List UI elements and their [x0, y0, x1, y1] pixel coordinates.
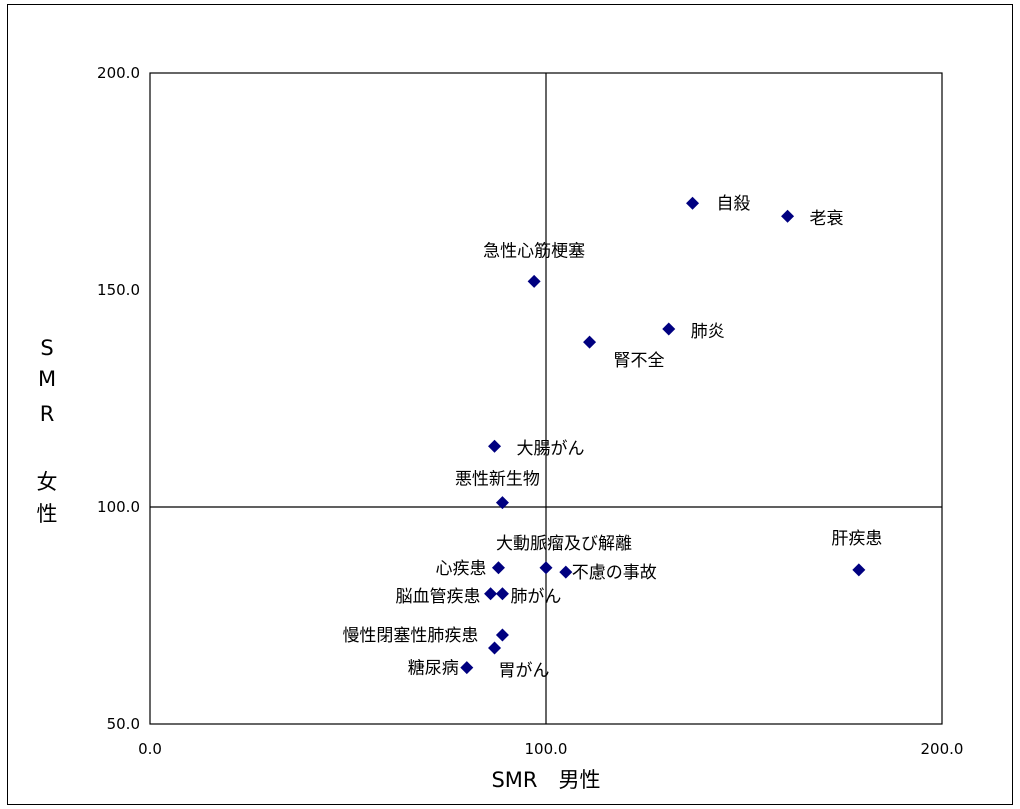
- y-tick-label: 100.0: [97, 498, 140, 516]
- y-tick-label: 50.0: [107, 715, 140, 733]
- data-point-marker: [852, 563, 866, 577]
- data-point-marker: [662, 322, 676, 336]
- y-axis-title-char: S: [40, 336, 53, 360]
- data-point-label: 大腸がん: [517, 439, 585, 459]
- data-point-label: 悪性新生物: [455, 470, 540, 490]
- data-point-label: 肺がん: [510, 587, 561, 607]
- data-point-marker: [583, 335, 597, 349]
- data-point-label: 不慮の事故: [572, 563, 657, 583]
- data-point-marker: [495, 496, 509, 510]
- data-point-marker: [495, 628, 509, 642]
- data-point-marker: [686, 196, 700, 210]
- data-point-marker: [460, 661, 474, 675]
- data-point-label: 腎不全: [614, 351, 665, 371]
- data-point-marker: [484, 587, 498, 601]
- y-axis-title-char: M: [38, 367, 56, 391]
- data-point-marker: [491, 561, 505, 575]
- x-tick-label: 100.0: [525, 740, 568, 758]
- y-tick-label: 200.0: [97, 64, 140, 82]
- data-point-label: 慢性閉塞性肺疾患: [342, 625, 478, 646]
- data-point-label: 糖尿病: [408, 659, 459, 679]
- data-point-label: 胃がん: [499, 661, 550, 681]
- data-point-label: 急性心筋梗塞: [483, 241, 585, 261]
- y-axis-title-char: R: [40, 402, 55, 426]
- data-point-marker: [495, 587, 509, 601]
- y-axis-title-char: 女: [37, 470, 58, 494]
- data-point-label: 大動脈瘤及び解離: [496, 534, 632, 554]
- data-point-label: 肺炎: [691, 322, 725, 342]
- x-tick-label: 200.0: [921, 740, 964, 758]
- x-tick-label: 0.0: [138, 740, 162, 758]
- data-point-label: 脳血管疾患: [396, 587, 481, 607]
- data-point-marker: [488, 641, 502, 655]
- data-point-label: 老衰: [810, 209, 844, 229]
- x-axis-title: SMR 男性: [491, 768, 600, 792]
- data-point-marker: [539, 561, 553, 575]
- data-point-label: 肝疾患: [831, 529, 882, 549]
- data-point-marker: [559, 565, 573, 579]
- data-point-label: 自殺: [717, 194, 751, 214]
- data-point-marker: [527, 274, 541, 288]
- data-point-marker: [488, 439, 502, 453]
- y-axis-title-char: 性: [37, 502, 58, 526]
- y-tick-label: 150.0: [97, 281, 140, 299]
- data-point-marker: [781, 209, 795, 223]
- data-point-label: 心疾患: [435, 559, 486, 579]
